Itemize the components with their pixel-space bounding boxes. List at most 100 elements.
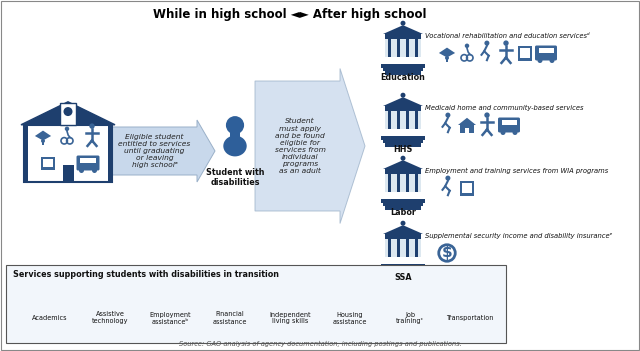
Circle shape [287, 279, 293, 285]
FancyBboxPatch shape [518, 46, 532, 60]
Bar [520, 48, 530, 58]
Polygon shape [383, 97, 423, 106]
Bar [397, 39, 400, 57]
Bar [415, 174, 419, 192]
Polygon shape [21, 102, 115, 125]
Bar [397, 174, 400, 192]
Polygon shape [340, 285, 360, 293]
Polygon shape [35, 131, 51, 140]
Text: Vocational rehabilitation and education servicesᵈ: Vocational rehabilitation and education … [425, 33, 589, 39]
Polygon shape [383, 225, 423, 234]
Bar [385, 39, 421, 57]
Bar [406, 111, 409, 129]
Bar [538, 48, 554, 53]
Bar [415, 111, 419, 129]
Text: While in high school ◄► After high school: While in high school ◄► After high schoo… [153, 8, 427, 21]
FancyBboxPatch shape [77, 155, 99, 171]
Circle shape [484, 41, 490, 46]
Bar [388, 39, 391, 57]
Bar [385, 111, 421, 129]
Bar [415, 39, 419, 57]
Circle shape [401, 221, 406, 226]
Bar [406, 39, 409, 57]
Bar [342, 293, 358, 302]
Text: $: $ [225, 286, 235, 300]
Bar [385, 206, 421, 210]
Text: Education: Education [381, 73, 426, 82]
Text: Independent
living skills: Independent living skills [269, 311, 311, 325]
Bar [381, 264, 425, 268]
FancyArrow shape [255, 68, 365, 224]
Circle shape [168, 279, 174, 285]
Text: Eligible student
entitled to services
until graduating
or leaving
high schoolᵃ: Eligible student entitled to services un… [118, 134, 191, 168]
Bar [381, 64, 425, 68]
Text: Employment and training services from WIA programs: Employment and training services from WI… [425, 168, 608, 174]
Bar [60, 103, 76, 125]
Bar [388, 111, 391, 129]
Text: Student
must apply
and be found
eligible for
services from
individual
programs
a: Student must apply and be found eligible… [275, 118, 325, 173]
Polygon shape [383, 25, 423, 34]
Text: Financial
assistance: Financial assistance [213, 311, 247, 325]
Polygon shape [439, 48, 455, 58]
Text: Housing
assistance: Housing assistance [333, 311, 367, 325]
Circle shape [90, 124, 95, 129]
Bar [385, 169, 421, 174]
Text: Employment
assistanceᵇ: Employment assistanceᵇ [149, 311, 191, 325]
Circle shape [226, 116, 244, 134]
Bar [502, 120, 516, 125]
Text: HHS: HHS [394, 145, 413, 154]
Circle shape [445, 113, 451, 118]
Circle shape [513, 130, 518, 135]
Text: $: $ [442, 245, 452, 260]
Bar [381, 136, 425, 140]
Bar [385, 234, 421, 239]
Polygon shape [458, 118, 476, 125]
Bar [388, 174, 391, 192]
Text: Student with
disabilities: Student with disabilities [205, 168, 264, 187]
Bar [465, 128, 469, 133]
Bar [404, 287, 415, 299]
Polygon shape [41, 287, 59, 298]
Bar [49, 298, 51, 303]
Bar [385, 143, 421, 147]
Circle shape [503, 40, 509, 46]
Bar [383, 268, 423, 271]
Circle shape [48, 296, 52, 301]
Bar [462, 183, 472, 193]
Bar [385, 174, 421, 192]
Bar [108, 125, 112, 182]
FancyBboxPatch shape [460, 180, 474, 196]
Bar [385, 71, 421, 75]
Bar [385, 34, 421, 39]
Bar [348, 297, 352, 302]
Circle shape [401, 156, 406, 161]
FancyBboxPatch shape [498, 118, 520, 132]
Circle shape [445, 176, 451, 181]
Bar [383, 203, 423, 206]
FancyBboxPatch shape [458, 285, 482, 301]
Bar [63, 165, 74, 182]
Text: Services supporting students with disabilities in transition: Services supporting students with disabi… [13, 270, 279, 279]
Bar [383, 140, 423, 143]
Circle shape [65, 127, 69, 131]
Bar [385, 106, 421, 111]
FancyArrow shape [112, 120, 215, 182]
Circle shape [41, 139, 45, 143]
Text: Assistive
technology: Assistive technology [92, 311, 128, 325]
Circle shape [461, 298, 465, 304]
Circle shape [538, 58, 543, 63]
Text: Job
trainingᶜ: Job trainingᶜ [396, 311, 424, 325]
Circle shape [401, 21, 406, 26]
Bar [460, 125, 474, 133]
FancyBboxPatch shape [403, 285, 417, 302]
Polygon shape [383, 160, 423, 169]
Ellipse shape [223, 135, 246, 157]
Bar [6, 265, 506, 343]
Circle shape [484, 112, 490, 118]
Bar [385, 239, 421, 257]
Text: Transportation: Transportation [446, 315, 493, 321]
Bar [445, 57, 449, 62]
Bar [43, 159, 53, 167]
Bar [415, 239, 419, 257]
Text: Labor: Labor [390, 208, 416, 217]
